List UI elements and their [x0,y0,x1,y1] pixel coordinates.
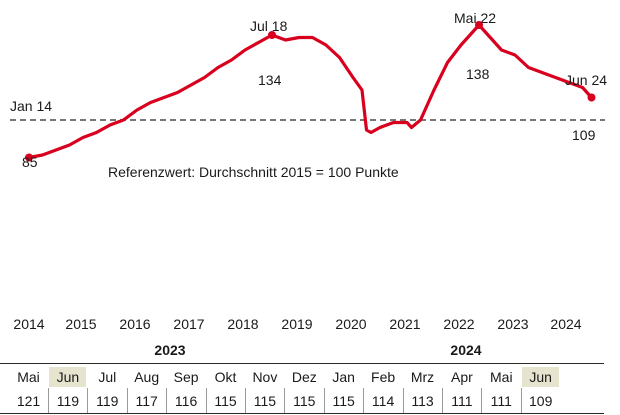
x-tick-2021: 2021 [389,316,421,332]
value-cell: 109 [529,393,553,409]
table-year-2023: 2023 [154,342,186,358]
month-cell: Dez [291,369,317,385]
month-cell: Apr [450,369,473,385]
month-cell: Okt [214,369,237,385]
label-mai22: Mai 22 [454,10,497,26]
month-cell: Jan [332,369,355,385]
x-tick-2024: 2024 [550,316,582,332]
label-134: 134 [258,72,282,88]
value-cell: 115 [253,393,277,409]
marker-2018-07 [268,31,276,39]
column-separator [363,388,365,413]
x-tick-2016: 2016 [119,316,151,332]
value-cell: 111 [451,393,473,409]
month-cell: Jul [98,369,117,385]
value-cell: 117 [135,393,158,409]
label-jul18: Jul 18 [250,18,288,34]
x-tick-2019: 2019 [281,316,313,332]
label-jan14: Jan 14 [10,98,53,114]
series-line [27,23,594,160]
month-cell: Mai [17,369,40,385]
column-separator [244,388,246,413]
column-separator [284,388,286,413]
month-cell: Aug [134,369,160,385]
column-separator [402,388,404,413]
chart [10,21,605,162]
value-cell: 119 [56,393,80,409]
value-cell: 119 [96,393,119,409]
value-cell: 114 [371,393,395,409]
marker-2014-01 [25,153,33,162]
value-cell: 115 [214,393,237,409]
month-cell: Nov [252,369,278,385]
month-cell: Feb [371,369,396,385]
chart-subtitle: Referenzwert: Durchschnitt 2015 = 100 Pu… [108,164,399,180]
column-separator [520,388,522,413]
value-cell: 121 [16,393,41,409]
label-138: 138 [466,66,490,82]
column-separator [166,388,168,413]
column-separator [87,388,89,413]
month-cell: Mai [490,369,513,385]
marker-2024-06 [587,93,596,102]
value-cell: 115 [293,393,316,409]
table-year-2024: 2024 [450,342,482,358]
column-separator [126,388,128,413]
label-85: 85 [22,154,38,170]
x-tick-2020: 2020 [335,316,367,332]
month-cell: Sep [173,369,199,385]
month-cell: Jun [49,367,87,387]
x-tick-2015: 2015 [65,316,97,332]
column-separator [205,388,207,413]
column-separator [481,388,483,413]
value-cell: 115 [332,393,355,409]
x-tick-2018: 2018 [227,316,259,332]
month-cell: Jun [522,367,560,387]
column-separator [47,388,49,413]
month-cell: Mrz [410,369,435,385]
table-bottom-rule [0,413,604,414]
label-109: 109 [572,127,596,143]
table-top-rule [0,363,604,364]
value-cell: 111 [490,393,512,409]
value-cell: 113 [411,393,434,409]
value-cell: 116 [174,393,198,409]
x-tick-2023: 2023 [497,316,529,332]
x-tick-2014: 2014 [13,316,45,332]
x-tick-2017: 2017 [173,316,205,332]
marker-2022-05 [475,21,483,29]
column-separator [323,388,325,413]
column-separator [441,388,443,413]
label-jun24: Jun 24 [565,72,608,88]
x-tick-2022: 2022 [443,316,475,332]
